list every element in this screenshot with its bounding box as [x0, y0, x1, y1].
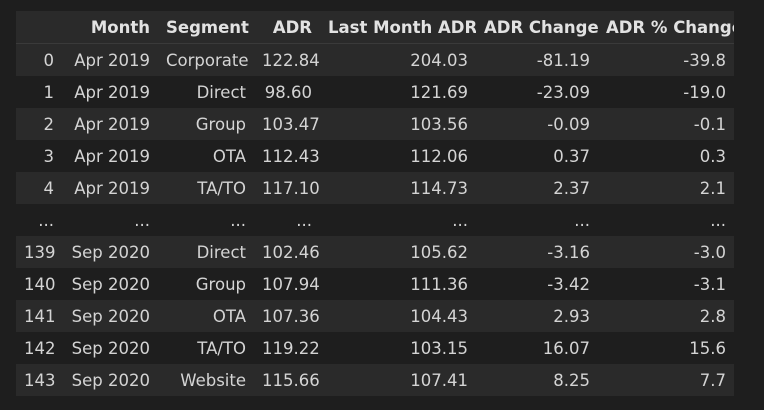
cell-last-month-adr: 107.41: [320, 364, 476, 396]
cell-adr-change: 8.25: [476, 364, 598, 396]
row-index: 3: [16, 140, 62, 172]
table-body: 0 Apr 2019 Corporate 122.84 204.03 -81.19 -39.…: [16, 43, 734, 396]
cell-month: Sep 2020: [62, 364, 158, 396]
cell-adr-pct-change: -3.0: [598, 236, 734, 268]
table-row: .....................: [16, 204, 734, 236]
cell-last-month-adr: 105.62: [320, 236, 476, 268]
cell-month: ...: [62, 204, 158, 236]
cell-adr-pct-change: -0.1: [598, 108, 734, 140]
cell-adr-pct-change: -39.8: [598, 43, 734, 76]
cell-month: Apr 2019: [62, 43, 158, 76]
cell-month: Apr 2019: [62, 172, 158, 204]
cell-adr: 112.43: [254, 140, 320, 172]
column-header-adr-pct-change: ADR % Change: [598, 11, 734, 44]
cell-adr-pct-change: 7.7: [598, 364, 734, 396]
cell-adr-change: 2.37: [476, 172, 598, 204]
cell-adr: 119.22: [254, 332, 320, 364]
cell-adr-change: -23.09: [476, 76, 598, 108]
table-row: 4 Apr 2019 TA/TO 117.10 114.73 2.37 2.1: [16, 172, 734, 204]
table-row: 143 Sep 2020 Website 115.66 107.41 8.25 7.7: [16, 364, 734, 396]
cell-segment: Corporate: [158, 43, 254, 76]
cell-last-month-adr: 112.06: [320, 140, 476, 172]
cell-last-month-adr: 121.69: [320, 76, 476, 108]
table-row: 3 Apr 2019 OTA 112.43 112.06 0.37 0.3: [16, 140, 734, 172]
table-row: 139 Sep 2020 Direct 102.46 105.62 -3.16 -3.0: [16, 236, 734, 268]
row-index: 140: [16, 268, 62, 300]
cell-adr: ...: [254, 204, 320, 236]
cell-adr: 115.66: [254, 364, 320, 396]
cell-adr-change: -0.09: [476, 108, 598, 140]
row-index: 0: [16, 43, 62, 76]
header-row: Month Segment ADR Last Month ADR ADR Cha…: [16, 11, 734, 44]
row-index: 1: [16, 76, 62, 108]
cell-month: Apr 2019: [62, 140, 158, 172]
cell-adr: 107.36: [254, 300, 320, 332]
cell-month: Sep 2020: [62, 300, 158, 332]
cell-adr-change: -3.16: [476, 236, 598, 268]
cell-adr-change: -3.42: [476, 268, 598, 300]
cell-segment: OTA: [158, 140, 254, 172]
cell-segment: TA/TO: [158, 172, 254, 204]
table-row: 0 Apr 2019 Corporate 122.84 204.03 -81.19 -39.…: [16, 43, 734, 76]
cell-last-month-adr: 103.56: [320, 108, 476, 140]
cell-adr-pct-change: -19.0: [598, 76, 734, 108]
column-header-adr: ADR: [254, 11, 320, 44]
cell-segment: Website: [158, 364, 254, 396]
table-row: 141 Sep 2020 OTA 107.36 104.43 2.93 2.8: [16, 300, 734, 332]
cell-adr-change: 0.37: [476, 140, 598, 172]
column-header-month: Month: [62, 11, 158, 44]
cell-adr-change: 2.93: [476, 300, 598, 332]
row-index: 139: [16, 236, 62, 268]
cell-segment: Group: [158, 268, 254, 300]
column-header-segment: Segment: [158, 11, 254, 44]
cell-month: Apr 2019: [62, 76, 158, 108]
row-index: 4: [16, 172, 62, 204]
column-header-adr-change: ADR Change: [476, 11, 598, 44]
table-row: 142 Sep 2020 TA/TO 119.22 103.15 16.07 15.6: [16, 332, 734, 364]
index-header: [16, 11, 62, 44]
cell-adr-pct-change: 15.6: [598, 332, 734, 364]
cell-adr-pct-change: 2.8: [598, 300, 734, 332]
cell-adr-change: ...: [476, 204, 598, 236]
cell-segment: Direct: [158, 236, 254, 268]
table-row: 140 Sep 2020 Group 107.94 111.36 -3.42 -3.1: [16, 268, 734, 300]
cell-adr-pct-change: -3.1: [598, 268, 734, 300]
cell-adr-pct-change: ...: [598, 204, 734, 236]
dataframe-table: Month Segment ADR Last Month ADR ADR Cha…: [16, 11, 734, 396]
table-row: 1 Apr 2019 Direct 98.60 121.69 -23.09 -19.0: [16, 76, 734, 108]
row-index: 142: [16, 332, 62, 364]
cell-adr: 122.84: [254, 43, 320, 76]
cell-adr-pct-change: 0.3: [598, 140, 734, 172]
cell-segment: OTA: [158, 300, 254, 332]
column-header-last-month-adr: Last Month ADR: [320, 11, 476, 44]
cell-segment: TA/TO: [158, 332, 254, 364]
cell-adr: 98.60: [254, 76, 320, 108]
row-index: ...: [16, 204, 62, 236]
cell-adr-change: 16.07: [476, 332, 598, 364]
table-row: 2 Apr 2019 Group 103.47 103.56 -0.09 -0.1: [16, 108, 734, 140]
cell-last-month-adr: 104.43: [320, 300, 476, 332]
cell-month: Apr 2019: [62, 108, 158, 140]
row-index: 143: [16, 364, 62, 396]
cell-segment: Direct: [158, 76, 254, 108]
cell-last-month-adr: 204.03: [320, 43, 476, 76]
cell-adr: 107.94: [254, 268, 320, 300]
cell-segment: ...: [158, 204, 254, 236]
cell-last-month-adr: 103.15: [320, 332, 476, 364]
cell-last-month-adr: ...: [320, 204, 476, 236]
cell-adr-pct-change: 2.1: [598, 172, 734, 204]
cell-last-month-adr: 114.73: [320, 172, 476, 204]
cell-segment: Group: [158, 108, 254, 140]
cell-last-month-adr: 111.36: [320, 268, 476, 300]
cell-adr-change: -81.19: [476, 43, 598, 76]
row-index: 141: [16, 300, 62, 332]
cell-month: Sep 2020: [62, 268, 158, 300]
cell-adr: 117.10: [254, 172, 320, 204]
row-index: 2: [16, 108, 62, 140]
cell-month: Sep 2020: [62, 332, 158, 364]
cell-month: Sep 2020: [62, 236, 158, 268]
cell-adr: 103.47: [254, 108, 320, 140]
cell-adr: 102.46: [254, 236, 320, 268]
